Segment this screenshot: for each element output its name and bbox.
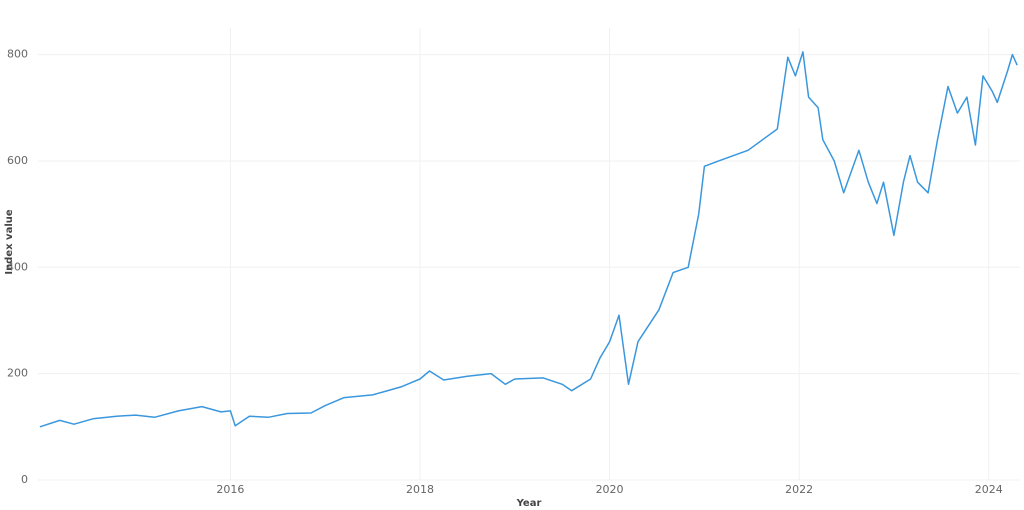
x-axis-label: Year	[516, 498, 542, 506]
y-tick-label: 400	[7, 260, 28, 273]
y-tick-label: 600	[7, 154, 28, 167]
line	[39, 51, 1018, 428]
x-tick-label: 2024	[975, 483, 1003, 496]
x-tick-label: 2018	[406, 483, 434, 496]
x-tick-label: 2022	[785, 483, 813, 496]
y-axis-label: Index value	[4, 209, 15, 275]
x-tick-label: 2016	[216, 483, 244, 496]
y-tick-label: 200	[7, 367, 28, 380]
y-tick-label: 800	[7, 48, 28, 61]
x-tick-label: 2020	[596, 483, 624, 496]
y-tick-label: 0	[21, 473, 28, 486]
